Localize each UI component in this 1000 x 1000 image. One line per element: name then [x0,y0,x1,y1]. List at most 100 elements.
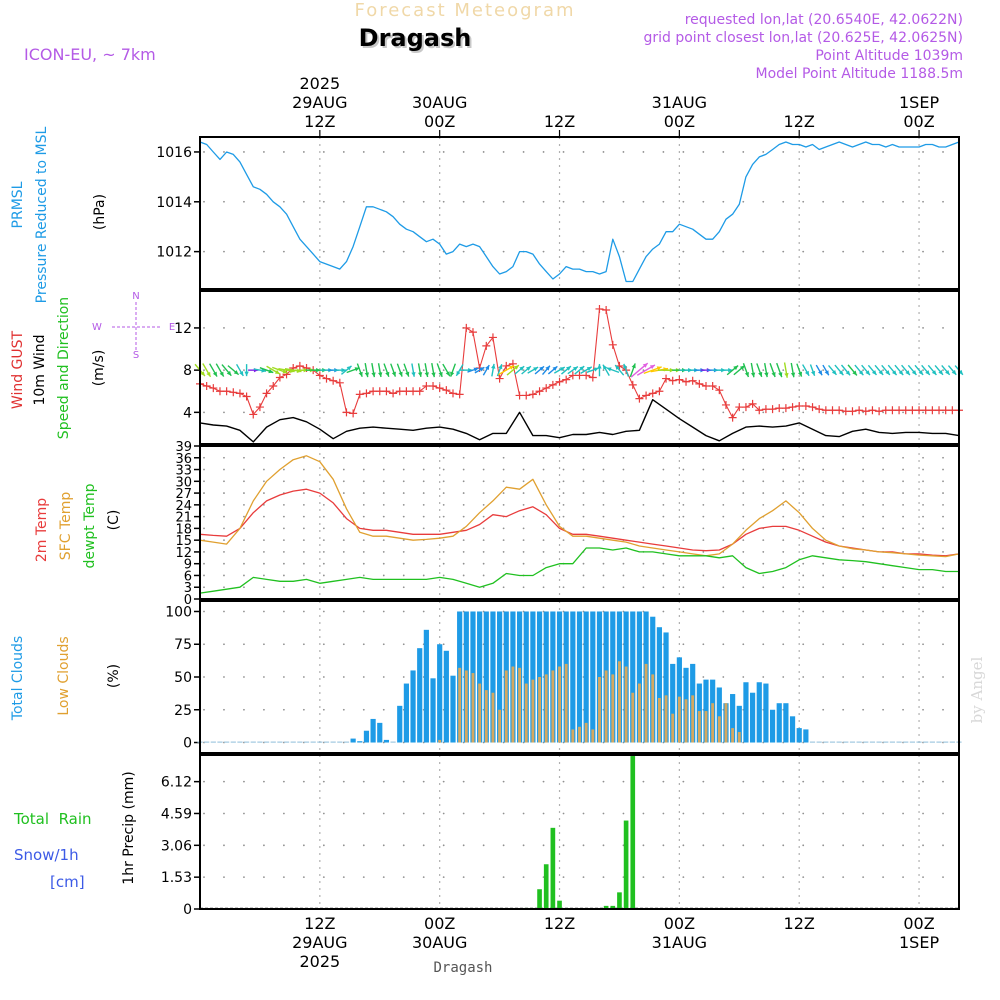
precip-hgrid-dot [782,812,785,815]
wind-hgrid-dot [882,327,885,329]
precip-ytick-label: 1.53 [161,870,192,886]
temperature-ytick-label: 18 [175,522,192,537]
precip-hgrid-dot [642,780,645,783]
total-cloud-bar [570,611,576,743]
wind-arrow-head [519,366,525,371]
pressure-hgrid-dot [402,151,405,153]
temperature-hgrid-dot [263,562,265,565]
temperature-hgrid-dot [762,456,765,459]
temperature-hgrid-dot [442,562,445,565]
temperature-hgrid-dot [522,527,525,530]
wind-gust-marker [389,389,398,398]
temperature-hgrid-dot [722,456,725,459]
clouds-ytick-label: 25 [174,703,192,719]
temperature-hgrid-dot [203,562,205,565]
wind-gust-marker [255,403,264,412]
wind-arrow-head [951,369,957,375]
temperature-ytick-label: 15 [175,534,192,549]
wind-hgrid-dot [722,411,725,414]
wind-hgrid-dot [902,369,904,372]
pressure-hgrid-dot [462,250,465,253]
wind-gust-marker [269,381,278,390]
wind-label-unit: (m/s) [91,350,107,387]
clouds-hgrid-dot [302,643,305,646]
wind-arrow-head [905,370,910,376]
pressure-hgrid-dot [582,151,585,153]
clouds-hgrid-dot [362,708,365,711]
precip-panel: 0 1.53 3.06 4.59 6.12 Total Rain Snow/1h [cm… [13,754,960,918]
pressure-hgrid-dot [862,250,865,253]
wind-hgrid-dot [802,327,805,329]
wind-arrow-head [566,366,571,371]
pressure-hgrid-dot [742,250,745,253]
low-cloud-bar [584,722,588,743]
temperature-hgrid-dot [282,480,285,483]
wind-arrow-head [579,366,585,371]
wind-ytick-label: 4 [183,405,192,421]
pressure-hgrid-dot [682,200,685,203]
temperature-label-unit: (C) [106,510,122,531]
temperature-hgrid-dot [642,586,645,589]
temperature-hgrid-dot [282,515,285,518]
temperature-hgrid-dot [382,527,385,530]
wind-arrow-head [212,371,218,377]
pressure-hgrid-dot [542,151,545,153]
pressure-hgrid-dot [882,151,885,153]
temperature-hgrid-dot [742,515,745,518]
wind-gust-marker [482,341,491,350]
wind-hgrid-dot [422,327,425,329]
low-cloud-bar [471,673,475,743]
wind-hgrid-dot [542,327,545,329]
temperature-hgrid-dot [902,492,904,494]
precip-hgrid-dot [862,812,865,815]
pressure-hgrid-dot [882,250,885,253]
temperature-hgrid-dot [742,574,745,577]
precip-hgrid-dot [822,876,825,879]
temperature-hgrid-dot [862,586,865,589]
precip-hgrid-dot [422,812,425,815]
precip-hgrid-dot [902,844,904,847]
pressure-hgrid-dot [502,250,505,253]
compass-north: N [132,291,139,302]
wind-hgrid-dot [223,411,225,414]
temperature-hgrid-dot [922,515,924,518]
wind-hgrid-dot [862,327,865,329]
pressure-hgrid-dot [902,250,904,253]
precip-hgrid-dot [203,780,205,783]
clouds-hgrid-dot [203,676,205,678]
temperature-hgrid-dot [402,480,405,483]
temperature-hgrid-dot [462,539,465,542]
precip-hgrid-dot [223,780,225,783]
wind-gust-marker [335,378,344,387]
temperature-hgrid-dot [902,515,904,518]
temperature-hgrid-dot [302,574,305,577]
pressure-hgrid-dot [682,250,685,253]
clouds-series [197,611,962,743]
clouds-hgrid-dot [702,610,705,613]
low-cloud-bar [511,666,515,743]
pressure-hgrid-dot [203,200,205,203]
wind-gust-marker [329,376,338,385]
temperature-hgrid-dot [542,456,545,459]
temperature-hgrid-dot [502,527,505,530]
temperature-hgrid-dot [702,503,705,506]
temperature-hgrid-dot [902,586,904,589]
precip-hgrid-dot [422,876,425,879]
precip-bar [623,820,629,909]
temperature-hgrid-dot [562,468,565,471]
clouds-hgrid-dot [243,610,245,613]
wind-hgrid-dot [922,411,924,414]
wind-gust-marker [721,400,730,409]
precip-hgrid-dot [322,876,325,879]
wind-gust-marker [635,394,644,403]
clouds-hgrid-dot [782,643,785,646]
wind-arrow-head [817,370,823,376]
precip-hgrid-dot [322,844,325,847]
total-cloud-bar [743,682,749,743]
clouds-ytick-label: 75 [174,637,192,653]
temperature-hgrid-dot [282,468,285,471]
temperature-hgrid-dot [442,574,445,577]
precip-hgrid-dot [762,844,765,847]
temperature-hgrid-dot [322,551,325,553]
wind-hgrid-dot [842,411,845,414]
